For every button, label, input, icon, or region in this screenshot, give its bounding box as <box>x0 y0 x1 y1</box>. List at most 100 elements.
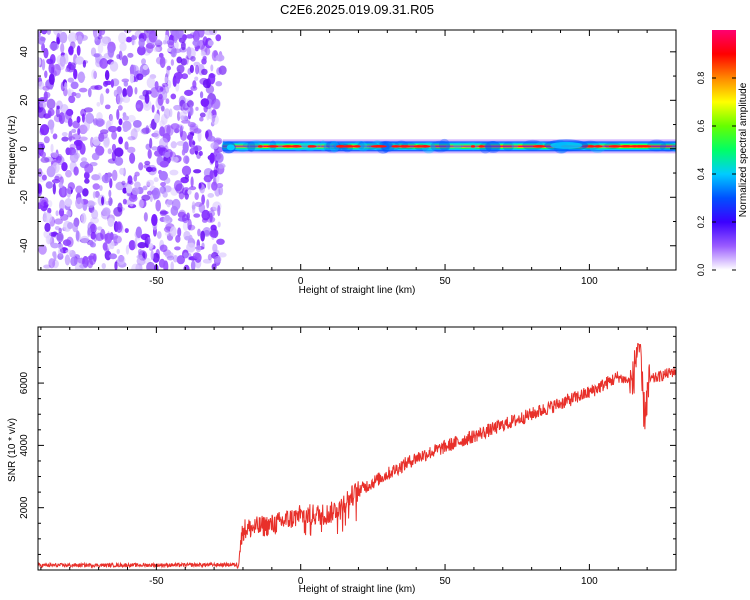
colorbar-tick-label: 0.6 <box>696 120 706 133</box>
noise-blob <box>109 61 119 72</box>
noise-blob <box>109 253 118 260</box>
noise-blob <box>161 89 168 101</box>
signal-band-blob <box>453 142 464 149</box>
noise-blob <box>180 130 187 141</box>
noise-blob <box>46 98 56 110</box>
noise-blob <box>159 56 166 69</box>
signal-band-blob <box>247 141 256 153</box>
noise-blob <box>38 244 47 255</box>
noise-blob <box>149 123 153 129</box>
noise-blob <box>93 119 102 125</box>
noise-blob <box>68 136 76 141</box>
snr-panel: -50 0 50 100 2000 4000 6000 Height of straigh… <box>7 326 677 595</box>
noise-blob <box>122 115 130 121</box>
noise-blob <box>124 141 129 150</box>
noise-blob <box>92 191 97 199</box>
signal-wide-region-core <box>550 141 583 149</box>
noise-blob <box>65 67 70 73</box>
noise-blob <box>78 87 88 93</box>
noise-blob <box>142 185 148 191</box>
noise-blob <box>199 91 204 99</box>
noise-blob <box>122 88 128 98</box>
noise-blob <box>200 51 206 57</box>
noise-blob <box>84 163 94 174</box>
snr-y-ticks: 2000 4000 6000 <box>19 335 676 571</box>
noise-blob <box>78 124 88 135</box>
noise-blob <box>193 61 201 67</box>
noise-blob <box>92 253 97 262</box>
noise-blob <box>129 194 138 202</box>
noise-blob <box>114 147 124 158</box>
noise-blob <box>207 39 214 47</box>
noise-blob <box>201 209 211 221</box>
noise-blob <box>111 131 117 140</box>
signal-band-peak <box>336 145 346 148</box>
noise-blob <box>185 34 195 39</box>
noise-blob <box>163 108 171 119</box>
noise-blob <box>121 55 129 67</box>
signal-band-blob <box>357 142 369 152</box>
noise-blob <box>146 179 155 187</box>
signal-band-blob <box>589 142 606 153</box>
noise-blob <box>180 41 186 51</box>
noise-blob <box>59 199 65 212</box>
noise-blob <box>173 180 183 192</box>
y-tick-label: 40 <box>19 46 30 58</box>
spectrogram-panel: -50 0 50 100 -40 -20 0 20 40 Height of straight… <box>7 29 677 296</box>
spectrogram-frame <box>37 29 677 271</box>
noise-blob <box>108 189 112 198</box>
noise-blob <box>90 85 99 90</box>
noise-blob <box>166 255 174 261</box>
spectrogram-noise-region <box>38 30 227 270</box>
signal-band-blob <box>421 141 436 154</box>
noise-blob <box>60 43 65 54</box>
noise-blob <box>124 228 129 233</box>
noise-blob <box>194 201 203 207</box>
noise-blob <box>129 73 135 84</box>
noise-blob <box>211 113 216 123</box>
noise-blob <box>41 174 47 181</box>
noise-blob <box>118 136 123 145</box>
noise-blob <box>183 230 191 240</box>
noise-blob <box>192 39 201 47</box>
noise-blob <box>200 230 205 242</box>
noise-blob <box>116 125 122 133</box>
noise-blob <box>115 221 123 233</box>
noise-blob <box>132 120 142 128</box>
noise-blob <box>176 111 181 122</box>
noise-blob <box>121 180 126 186</box>
noise-blob <box>159 160 169 168</box>
noise-blob <box>173 104 182 111</box>
noise-blob <box>210 142 219 150</box>
noise-blob <box>87 255 95 260</box>
noise-blob <box>153 113 160 124</box>
noise-blob <box>214 160 219 169</box>
noise-blob <box>61 132 68 137</box>
noise-blob <box>118 50 123 61</box>
noise-blob <box>91 174 101 181</box>
noise-blob <box>149 137 153 149</box>
noise-blob <box>47 207 52 214</box>
noise-blob <box>104 69 110 81</box>
noise-blob <box>86 200 95 208</box>
signal-onset-core <box>226 144 235 151</box>
noise-blob <box>46 165 56 178</box>
x-tick-label: -50 <box>149 576 164 587</box>
signal-band-blob <box>485 141 501 154</box>
noise-blob <box>131 39 136 45</box>
noise-blob <box>49 42 59 51</box>
noise-blob <box>107 45 115 58</box>
noise-blob <box>201 68 208 75</box>
noise-blob <box>101 174 111 184</box>
noise-blob <box>50 66 55 77</box>
noise-blob <box>81 113 85 123</box>
noise-blob <box>83 107 93 113</box>
noise-blob <box>39 96 48 103</box>
noise-blob <box>65 169 72 178</box>
noise-blob <box>44 222 51 233</box>
noise-blob <box>146 77 156 89</box>
noise-blob <box>144 236 149 248</box>
colorbar-tick-label: 0.4 <box>696 168 706 181</box>
noise-blob <box>142 64 149 70</box>
signal-band-blob <box>323 143 333 150</box>
